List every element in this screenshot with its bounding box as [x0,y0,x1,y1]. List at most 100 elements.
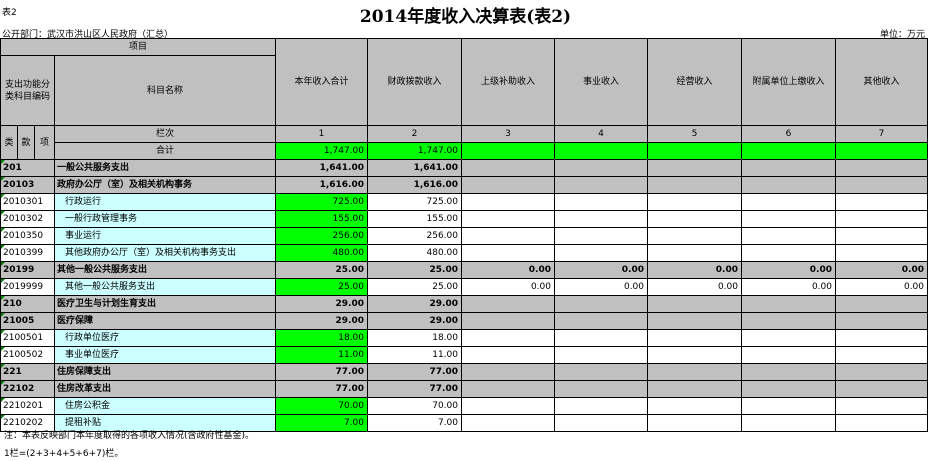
table-row: 2010399 其他政府办公厅（室）及相关机构事务支出 480.00 480.00 [0,244,928,262]
subject-name: 住房保障支出 [54,363,276,381]
value-cell [741,414,836,432]
value-cell: 18.00 [275,329,368,347]
subject-code: 22102 [0,380,55,398]
value-cell: 0.00 [835,261,928,279]
value-cell [461,380,555,398]
header-item: 项目 [0,38,276,56]
value-cell [554,414,648,432]
subject-code: 2100502 [0,346,55,364]
subject-name: 行政单位医疗 [54,329,276,347]
table-number: 表2 [2,8,17,18]
value-cell [554,363,648,381]
col-number-3: 3 [461,125,555,143]
value-cell [554,210,648,228]
value-cell: 29.00 [367,295,462,313]
table-row: 2210201 住房公积金 70.00 70.00 [0,397,928,415]
value-cell: 155.00 [367,210,462,228]
subject-name: 其他一般公共服务支出 [54,261,276,279]
subject-name: 其他一般公共服务支出 [54,278,276,296]
subject-name: 一般公共服务支出 [54,159,276,177]
value-cell [461,397,555,415]
subject-name: 事业单位医疗 [54,346,276,364]
value-cell [835,210,928,228]
subject-code: 2210202 [0,414,55,432]
value-cell: 29.00 [367,312,462,330]
value-cell [835,227,928,245]
value-cell: 0.00 [647,261,742,279]
value-cell: 11.00 [367,346,462,364]
value-cell [461,414,555,432]
value-cell: 0.00 [461,261,555,279]
value-cell [461,329,555,347]
subject-code-text: 2100502 [3,350,44,360]
cell-marker-icon [1,279,5,283]
table-row: 2210202 提租补贴 7.00 7.00 [0,414,928,432]
col-number-4: 4 [554,125,648,143]
value-cell [835,380,928,398]
subject-name: 住房公积金 [54,397,276,415]
col-header-3: 上级补助收入 [461,38,555,126]
table-row: 2019999 其他一般公共服务支出 25.00 25.00 0.00 0.00 0.00 0… [0,278,928,296]
cell-marker-icon [1,177,5,181]
value-cell [461,176,555,194]
value-cell: 725.00 [367,193,462,211]
cell-marker-icon [1,398,5,402]
subject-name: 政府办公厅（室）及相关机构事务 [54,176,276,194]
cell-marker-icon [1,160,5,164]
subject-code-text: 2010399 [3,248,44,258]
subject-code-text: 2010301 [3,197,44,207]
value-cell [835,193,928,211]
value-cell: 11.00 [275,346,368,364]
value-cell [554,312,648,330]
value-cell [835,346,928,364]
header-kuan: 款 [17,125,35,160]
subject-code: 20199 [0,261,55,279]
value-cell: 0.00 [554,261,648,279]
value-cell [461,346,555,364]
total-cell [835,142,928,160]
subject-code: 2210201 [0,397,55,415]
subject-code: 2010350 [0,227,55,245]
value-cell: 0.00 [741,261,836,279]
value-cell [461,363,555,381]
col-number-7: 7 [835,125,928,143]
col-header-6: 附属单位上缴收入 [741,38,836,126]
value-cell [741,176,836,194]
value-cell [554,329,648,347]
subject-code: 20103 [0,176,55,194]
table-row: 2100501 行政单位医疗 18.00 18.00 [0,329,928,347]
table-row: 2010350 事业运行 256.00 256.00 [0,227,928,245]
table-row: 221 住房保障支出 77.00 77.00 [0,363,928,381]
value-cell [647,227,742,245]
header-lei: 类 [0,125,18,160]
value-cell [554,380,648,398]
cell-marker-icon [1,313,5,317]
subject-name: 事业运行 [54,227,276,245]
value-cell: 77.00 [367,380,462,398]
cell-marker-icon [1,245,5,249]
value-cell: 256.00 [275,227,368,245]
value-cell [741,397,836,415]
unit-label: 单位：万元 [879,30,925,40]
subject-code: 2010302 [0,210,55,228]
header-subject-name: 科目名称 [54,55,276,126]
value-cell [647,193,742,211]
value-cell [647,159,742,177]
value-cell [554,159,648,177]
value-cell [554,193,648,211]
subject-code: 201 [0,159,55,177]
cell-marker-icon [1,415,5,419]
department-label: 公开部门：武汉市洪山区人民政府（汇总） [2,30,174,40]
col-header-5: 经营收入 [647,38,742,126]
value-cell: 155.00 [275,210,368,228]
value-cell [835,295,928,313]
value-cell: 725.00 [275,193,368,211]
value-cell [461,159,555,177]
value-cell: 70.00 [275,397,368,415]
subject-code-text: 20199 [3,265,35,275]
table-row: 21005 医疗保障 29.00 29.00 [0,312,928,330]
value-cell: 1,616.00 [367,176,462,194]
value-cell [461,193,555,211]
value-cell: 25.00 [275,278,368,296]
value-cell [741,346,836,364]
